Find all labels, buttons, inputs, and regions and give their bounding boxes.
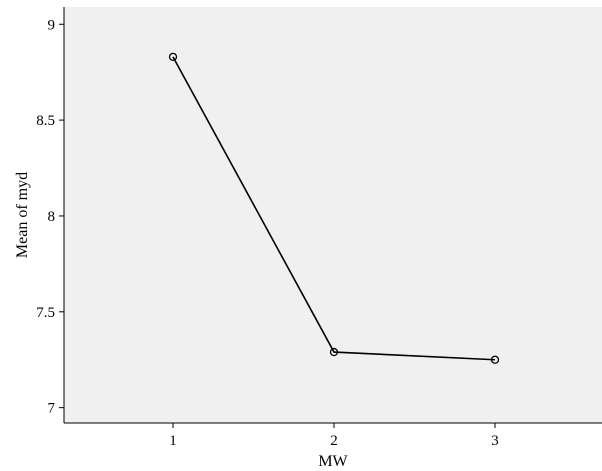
y-tick-label: 7 [48, 401, 56, 417]
series-line [172, 56, 496, 361]
y-tick-label: 9 [48, 17, 56, 33]
x-axis-ticks: 1 2 3 [169, 423, 499, 449]
data-point [329, 347, 339, 357]
data-point [490, 355, 500, 364]
y-axis-ticks: 7 7.5 8 8.5 9 [36, 17, 64, 417]
x-tick-label: 2 [330, 433, 338, 449]
data-point [168, 52, 178, 61]
y-tick-label: 7.5 [36, 305, 55, 321]
plot-area [64, 7, 602, 423]
y-tick-label: 8.5 [36, 113, 55, 129]
y-tick-label: 8 [48, 209, 56, 225]
x-axis-title: MW [318, 453, 348, 470]
x-tick-label: 1 [169, 433, 177, 449]
series-group [168, 52, 500, 364]
y-axis-title: Mean of myd [14, 172, 31, 258]
x-tick-label: 3 [491, 433, 499, 449]
